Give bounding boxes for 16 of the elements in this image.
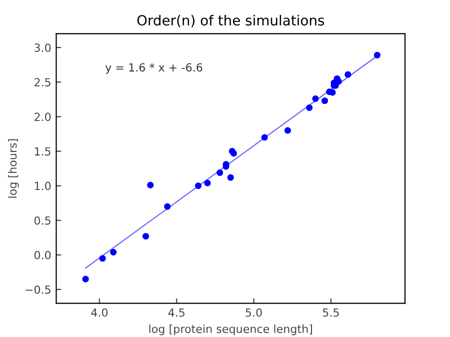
y-tick-label: 0.0 <box>34 250 51 260</box>
y-tick-label: 1.5 <box>34 147 50 156</box>
y-tick-label: −0.5 <box>26 285 50 294</box>
y-tick-label: 0.5 <box>34 216 50 225</box>
y-axis-title: log [hours] <box>8 139 19 198</box>
x-tick-label: 4.5 <box>168 308 184 317</box>
y-tick-label: 2.0 <box>34 112 51 122</box>
chart-title: Order(n) of the simulations <box>137 14 324 28</box>
x-tick-label: 4.0 <box>91 308 108 317</box>
x-tick-label: 5.0 <box>246 308 262 317</box>
annotation: y = 1.6 * x + -6.6 <box>105 63 202 74</box>
y-tick-label: 2.5 <box>34 78 50 86</box>
x-axis-title: log [protein sequence length] <box>149 324 312 336</box>
y-tick-label: 1.0 <box>34 182 51 190</box>
x-tick-label: 5.5 <box>322 308 339 317</box>
y-tick-label: 3.0 <box>34 44 51 52</box>
